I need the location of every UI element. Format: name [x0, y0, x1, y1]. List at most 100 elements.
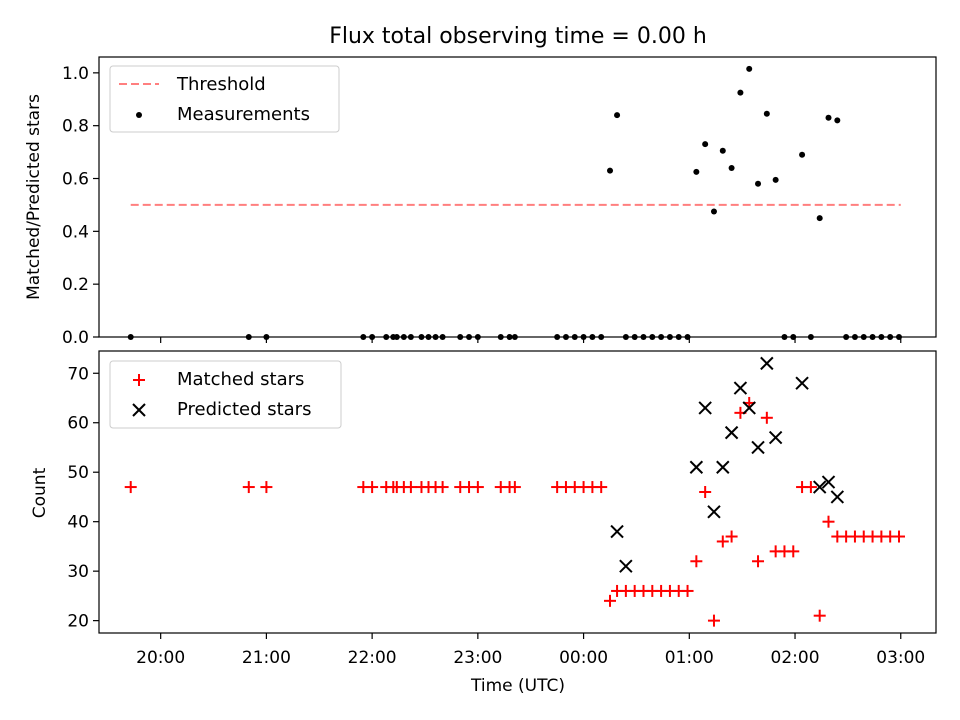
x-tick-label: 02:00	[771, 648, 820, 668]
measurement-point	[393, 334, 400, 340]
top-y-tick-label: 1.0	[62, 64, 89, 84]
top-y-tick-label: 0.2	[62, 275, 89, 295]
measurement-point	[614, 112, 621, 119]
predicted-stars-point	[760, 356, 774, 371]
matched-stars-point	[822, 515, 835, 528]
bottom-y-tick-label: 20	[67, 612, 89, 632]
measurement-point	[869, 334, 876, 340]
measurement-point	[887, 334, 894, 340]
matched-stars-point	[508, 481, 521, 494]
measurement-point	[895, 334, 902, 340]
matched-stars-point	[595, 481, 608, 494]
top-y-tick-label: 0.4	[62, 222, 89, 242]
legend-measurements-swatch	[136, 112, 142, 118]
measurement-point	[622, 334, 629, 340]
measurement-point	[702, 141, 709, 148]
x-tick-label: 23:00	[453, 648, 502, 668]
bottom-y-tick-label: 30	[67, 562, 89, 582]
bottom-y-tick-label: 40	[67, 513, 89, 533]
bottom-y-tick-label: 70	[67, 364, 89, 384]
matched-stars-point	[813, 609, 826, 622]
matched-stars-point	[604, 594, 617, 607]
legend-predicted-swatch	[132, 403, 146, 417]
measurement-point	[425, 334, 432, 340]
legend-matched-label: Matched stars	[177, 369, 304, 390]
measurement-point	[649, 334, 656, 340]
bottom-y-tick-label: 60	[67, 414, 89, 434]
measurement-point	[737, 89, 744, 96]
matched-stars-point	[690, 555, 703, 568]
matched-stars-point	[752, 555, 765, 568]
top-y-tick-label: 0.6	[62, 170, 89, 190]
measurement-point	[607, 167, 614, 174]
matched-stars-point	[699, 486, 712, 498]
measurement-point	[666, 334, 673, 340]
bottom-y-tick-label: 50	[67, 463, 89, 483]
measurement-point	[781, 334, 788, 340]
predicted-stars-point	[716, 460, 730, 474]
matched-stars-point	[242, 481, 255, 494]
predicted-stars-point	[698, 401, 712, 415]
predicted-stars-point	[751, 440, 765, 455]
matched-stars-point	[124, 481, 137, 494]
measurement-point	[684, 334, 691, 340]
x-axis-label: Time (UTC)	[470, 676, 565, 696]
matched-stars-point	[436, 481, 449, 494]
predicted-stars-point	[724, 425, 739, 440]
measurement-point	[851, 334, 858, 340]
measurement-point	[834, 117, 841, 124]
bottom-y-axis-label: Count	[30, 467, 50, 518]
measurement-point	[474, 334, 481, 340]
measurement-point	[360, 334, 367, 340]
measurement-point	[675, 334, 682, 340]
predicted-stars-point	[610, 524, 624, 539]
predicted-stars-point	[733, 381, 748, 395]
predicted-stars-point	[619, 559, 633, 573]
matched-stars-point	[725, 530, 738, 543]
x-tick-label: 22:00	[348, 648, 397, 668]
matched-stars-point	[366, 481, 379, 494]
measurement-point	[511, 334, 518, 340]
measurement-point	[589, 334, 596, 340]
legend-measurements-label: Measurements	[177, 104, 310, 125]
measurement-point	[432, 334, 439, 340]
measurement-point	[407, 334, 414, 340]
bottom-legend-box	[109, 360, 342, 429]
measurement-point	[693, 168, 700, 175]
predicted-stars-point	[707, 505, 721, 519]
measurement-point	[658, 334, 665, 340]
matched-stars-point	[804, 481, 817, 494]
measurement-point	[466, 334, 473, 340]
measurement-point	[554, 334, 561, 340]
legend-predicted-label: Predicted stars	[177, 399, 311, 420]
top-y-axis-label: Matched/Predicted stars	[24, 94, 44, 300]
measurement-point	[860, 334, 867, 340]
legend-threshold-label: Threshold	[176, 74, 266, 95]
matched-stars-point	[681, 584, 694, 597]
matched-stars-point	[471, 481, 484, 494]
measurement-point	[562, 334, 569, 340]
measurement-point	[772, 176, 779, 183]
predicted-stars-point	[830, 490, 845, 504]
measurement-point	[799, 151, 806, 158]
measurement-point	[763, 110, 770, 117]
measurement-point	[825, 114, 832, 121]
x-tick-label: 20:00	[136, 648, 185, 668]
measurement-point	[598, 334, 605, 340]
bottom-plot-area	[124, 356, 905, 627]
measurement-point	[790, 334, 797, 340]
measurement-point	[631, 334, 638, 340]
measurement-point	[245, 334, 252, 340]
measurement-point	[571, 334, 578, 340]
matched-stars-point	[892, 530, 905, 543]
measurement-point	[755, 180, 762, 187]
top-panel: 0.0 0.2 0.4 0.6 0.8 1.0 Matched/Predicted sta…	[24, 56, 937, 348]
measurement-point	[640, 334, 647, 340]
measurement-point	[719, 147, 726, 154]
measurement-point	[497, 334, 504, 340]
top-legend: Threshold Measurements	[109, 65, 340, 133]
measurement-point	[457, 334, 464, 340]
top-y-tick-label: 0.8	[62, 117, 89, 137]
matched-stars-point	[716, 535, 729, 548]
